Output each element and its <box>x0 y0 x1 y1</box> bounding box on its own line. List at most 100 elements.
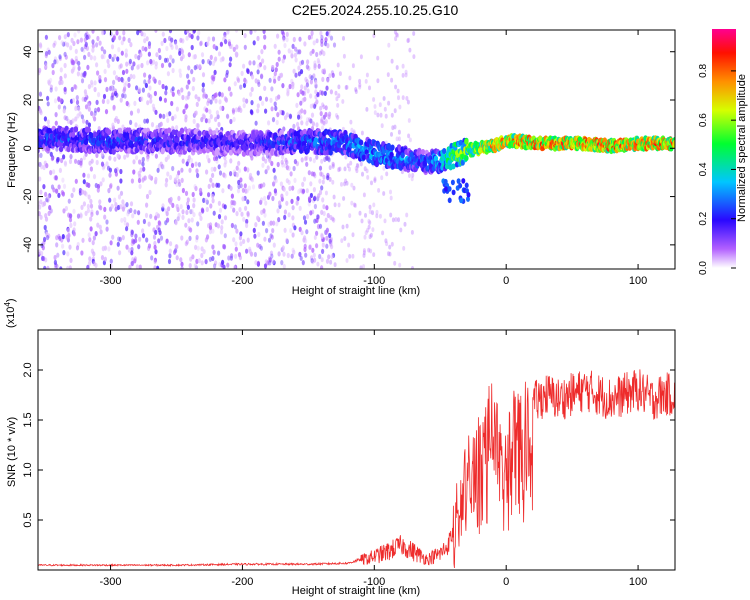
noise-dot <box>345 258 349 263</box>
noise-dot <box>245 188 249 194</box>
noise-dot <box>165 238 169 244</box>
noise-dot <box>243 33 247 39</box>
noise-dot <box>344 154 348 160</box>
noise-dot <box>294 57 298 63</box>
noise-dot <box>192 212 196 218</box>
ridge-dot <box>466 196 470 202</box>
noise-dot <box>114 206 118 212</box>
noise-dot <box>76 241 80 248</box>
noise-dot <box>296 121 300 127</box>
noise-dot <box>207 58 211 65</box>
noise-dot <box>129 119 133 125</box>
noise-dot <box>123 216 127 223</box>
noise-dot <box>239 241 243 247</box>
noise-dot <box>99 229 103 235</box>
noise-dot <box>168 253 172 259</box>
noise-dot <box>303 243 307 249</box>
noise-dot <box>282 35 286 41</box>
noise-dot <box>175 181 179 187</box>
noise-dot <box>180 87 184 93</box>
noise-dot <box>147 51 151 57</box>
noise-dot <box>276 33 280 39</box>
noise-dot <box>285 190 289 197</box>
noise-dot <box>63 86 67 92</box>
noise-dot <box>213 93 217 99</box>
noise-dot <box>133 100 137 106</box>
noise-dot <box>394 217 398 222</box>
noise-dot <box>290 49 294 56</box>
noise-dot <box>158 54 162 61</box>
noise-dot <box>268 157 272 163</box>
noise-dot <box>313 103 317 109</box>
noise-dot <box>229 91 233 97</box>
noise-dot <box>170 37 174 43</box>
noise-dot <box>320 90 324 96</box>
noise-dot <box>381 230 385 236</box>
noise-dot <box>235 172 239 178</box>
noise-dot <box>343 236 347 241</box>
noise-dot <box>156 213 160 219</box>
noise-dot <box>157 227 161 233</box>
noise-dot <box>258 95 262 101</box>
noise-dot <box>118 250 122 256</box>
noise-dot <box>205 169 209 175</box>
noise-dot <box>190 34 194 40</box>
noise-dot <box>270 106 274 112</box>
noise-dot <box>68 158 73 165</box>
noise-dot <box>219 229 224 235</box>
noise-dot <box>141 45 145 52</box>
noise-dot <box>86 264 90 269</box>
noise-dot <box>390 58 394 64</box>
noise-dot <box>114 202 118 208</box>
y-tick-label: 40 <box>22 46 34 58</box>
noise-dot <box>342 53 346 59</box>
noise-dot <box>117 236 121 242</box>
noise-dot <box>123 82 127 88</box>
noise-dot <box>65 115 69 121</box>
noise-dot <box>301 90 305 96</box>
noise-dot <box>195 258 199 264</box>
noise-dot <box>313 195 317 201</box>
noise-dot <box>57 184 61 190</box>
noise-dot <box>165 177 169 183</box>
noise-dot <box>158 79 162 86</box>
noise-dot <box>222 264 226 269</box>
noise-dot <box>53 59 57 65</box>
noise-dot <box>138 236 142 242</box>
noise-dot <box>208 60 212 66</box>
noise-dot <box>225 72 229 78</box>
noise-dot <box>73 32 77 38</box>
y-tick-label: 2.0 <box>22 362 34 377</box>
noise-dot <box>319 30 323 36</box>
noise-dot <box>352 185 356 191</box>
noise-dot <box>383 218 387 224</box>
noise-dot <box>46 234 50 241</box>
ridge-dot <box>450 179 455 186</box>
x-tick-label: 100 <box>629 576 647 588</box>
noise-dot <box>228 62 232 68</box>
noise-dot <box>257 54 261 61</box>
noise-dot <box>191 254 195 260</box>
noise-dot <box>186 30 190 34</box>
noise-dot <box>304 76 308 82</box>
noise-dot <box>117 76 121 82</box>
noise-dot <box>236 77 241 83</box>
noise-dot <box>43 116 48 122</box>
x-tick-label: 100 <box>629 275 647 287</box>
noise-dot <box>411 266 414 269</box>
noise-dot <box>74 158 78 164</box>
noise-dot <box>283 227 287 233</box>
noise-dot <box>261 220 265 226</box>
noise-dot <box>141 233 146 239</box>
noise-dot <box>195 234 199 240</box>
noise-dot <box>220 219 224 225</box>
noise-dot <box>46 265 50 269</box>
noise-dot <box>98 74 102 81</box>
noise-dot <box>234 51 238 57</box>
noise-dot <box>281 154 285 160</box>
noise-dot <box>44 216 49 222</box>
noise-dot <box>269 220 273 226</box>
noise-dot <box>103 68 107 74</box>
noise-dot <box>168 248 172 254</box>
noise-dot <box>217 250 221 256</box>
